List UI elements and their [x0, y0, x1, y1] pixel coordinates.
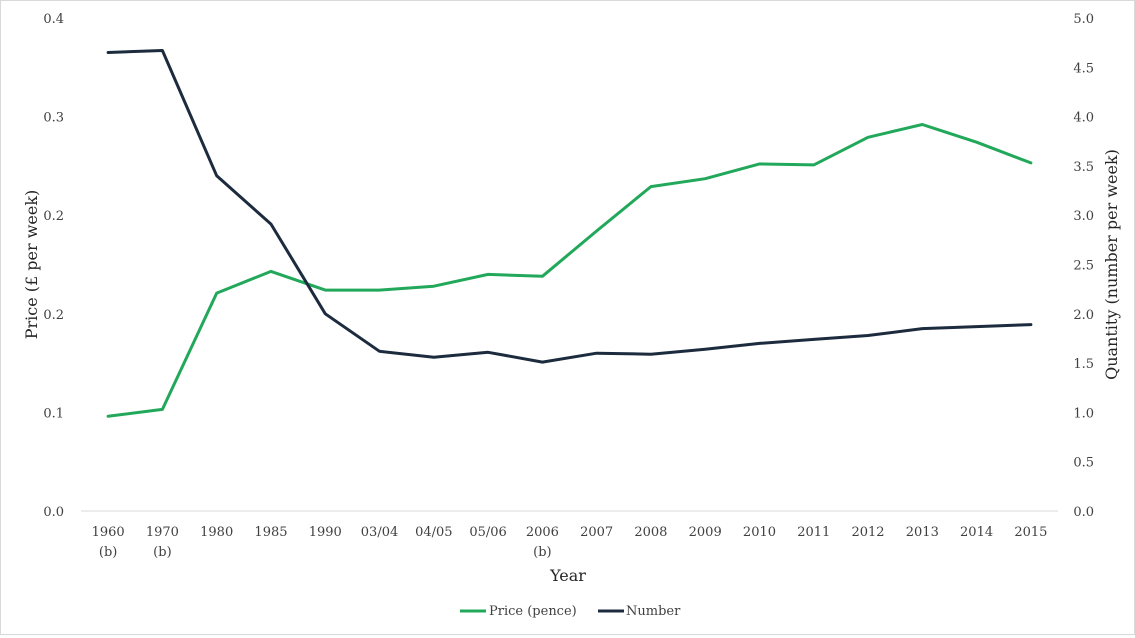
- x-tick-label: 1985: [254, 525, 287, 540]
- number-series-line: [106, 49, 1033, 364]
- right-tick-label: 2.0: [1073, 308, 1094, 323]
- left-tick-label: 0.0: [43, 505, 64, 520]
- legend-label-number: Number: [626, 604, 681, 619]
- x-tick-label: 1990: [309, 525, 342, 540]
- left-axis-ticks: 0.0 0.1 0.2 0.2 0.3 0.4: [43, 12, 64, 520]
- left-tick-label: 0.1: [43, 406, 64, 421]
- price-series-line: [106, 123, 1033, 418]
- x-tick-label: 2009: [689, 525, 722, 540]
- x-tick-label: 1970: [146, 525, 179, 540]
- left-tick-label: 0.3: [43, 111, 64, 126]
- right-tick-label: 0.0: [1073, 505, 1094, 520]
- x-tick-label: 2013: [906, 525, 939, 540]
- legend: Price (pence) Number: [460, 604, 681, 619]
- right-tick-label: 4.5: [1073, 61, 1094, 76]
- right-tick-label: 0.5: [1073, 456, 1094, 471]
- x-tick-note: (b): [153, 545, 171, 560]
- right-axis-ticks: 0.0 0.5 1.0 1.5 2.0 2.5 3.0 3.5 4.0 4.5 5.0: [1073, 12, 1094, 520]
- right-tick-label: 5.0: [1073, 12, 1094, 27]
- x-tick-label: 2008: [634, 525, 667, 540]
- x-tick-label: 2010: [743, 525, 776, 540]
- x-tick-label: 2015: [1014, 525, 1047, 540]
- x-tick-label: 2007: [580, 525, 613, 540]
- right-tick-label: 3.5: [1073, 160, 1094, 175]
- x-tick-note: (b): [99, 545, 117, 560]
- legend-label-price: Price (pence): [489, 604, 577, 619]
- x-tick-label: 1960: [92, 525, 125, 540]
- x-tick-label: 1980: [200, 525, 233, 540]
- x-axis-ticks: 1960 (b) 1970 (b) 1980 1985 1990 03/04 04/05 05/0…: [92, 525, 1048, 560]
- x-axis-title: Year: [549, 566, 586, 585]
- x-tick-label: 2006: [526, 525, 559, 540]
- left-tick-label: 0.4: [43, 12, 64, 27]
- x-tick-label: 04/05: [415, 525, 452, 540]
- x-tick-note: (b): [533, 545, 551, 560]
- left-tick-label: 0.2: [43, 209, 64, 224]
- x-tick-label: 2011: [797, 525, 830, 540]
- right-tick-label: 2.5: [1073, 259, 1094, 274]
- left-axis-title: Price (£ per week): [22, 190, 41, 340]
- left-tick-label: 0.2: [43, 308, 64, 323]
- x-tick-label: 05/06: [469, 525, 506, 540]
- right-tick-label: 1.0: [1073, 406, 1094, 421]
- right-tick-label: 1.5: [1073, 357, 1094, 372]
- series-lines: [106, 49, 1033, 418]
- x-tick-label: 03/04: [361, 525, 398, 540]
- right-tick-label: 4.0: [1073, 111, 1094, 126]
- x-tick-label: 2012: [851, 525, 884, 540]
- x-tick-label: 2014: [960, 525, 993, 540]
- right-axis-title: Quantity (number per week): [1102, 149, 1121, 380]
- right-tick-label: 3.0: [1073, 209, 1094, 224]
